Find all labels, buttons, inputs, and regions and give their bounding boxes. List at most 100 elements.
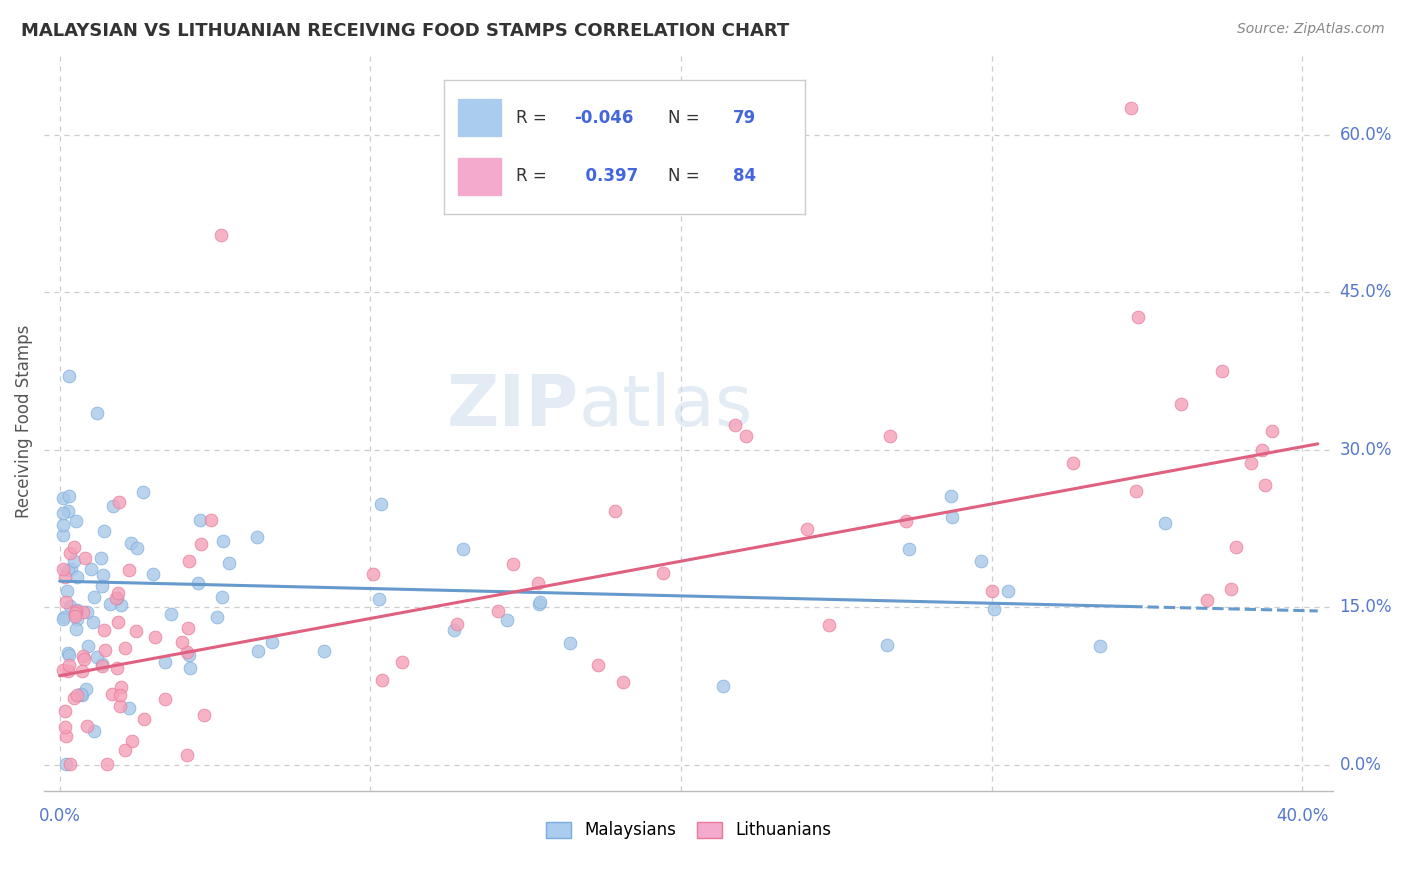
Point bbox=[82, 615, 104, 629]
Point bbox=[91, 579, 114, 593]
Point bbox=[370, 497, 392, 511]
Point bbox=[188, 513, 211, 527]
Point bbox=[63, 691, 86, 706]
Point bbox=[200, 513, 222, 527]
Point bbox=[104, 591, 127, 605]
Point bbox=[59, 562, 82, 576]
Point bbox=[496, 613, 519, 627]
Point bbox=[212, 534, 235, 549]
Point bbox=[193, 707, 215, 722]
Point bbox=[105, 591, 128, 606]
Text: ZIP: ZIP bbox=[447, 372, 579, 441]
Point bbox=[65, 622, 87, 636]
Point bbox=[897, 541, 920, 556]
Point bbox=[443, 623, 465, 637]
Legend: Malaysians, Lithuanians: Malaysians, Lithuanians bbox=[540, 814, 838, 846]
Text: 60.0%: 60.0% bbox=[1340, 126, 1392, 144]
Point bbox=[125, 624, 148, 639]
Point bbox=[55, 595, 77, 609]
Point bbox=[94, 642, 117, 657]
Point bbox=[176, 645, 198, 659]
Point bbox=[1062, 456, 1084, 470]
Point bbox=[80, 562, 103, 576]
Point bbox=[142, 566, 165, 581]
Point bbox=[586, 658, 609, 673]
Point bbox=[56, 504, 79, 518]
Point bbox=[247, 644, 270, 658]
Point bbox=[391, 656, 413, 670]
Point bbox=[55, 583, 77, 598]
Point bbox=[205, 609, 228, 624]
Point bbox=[62, 554, 84, 568]
Point bbox=[1195, 593, 1218, 607]
Point bbox=[246, 530, 269, 544]
Point bbox=[1254, 478, 1277, 492]
Point bbox=[91, 568, 114, 582]
Point bbox=[52, 612, 75, 626]
Point bbox=[63, 607, 86, 621]
Point bbox=[58, 756, 80, 771]
Text: 45.0%: 45.0% bbox=[1340, 284, 1392, 301]
Point bbox=[170, 635, 193, 649]
Point bbox=[118, 563, 141, 577]
Point bbox=[724, 418, 747, 433]
Point bbox=[52, 561, 75, 575]
Text: Source: ZipAtlas.com: Source: ZipAtlas.com bbox=[1237, 22, 1385, 37]
Point bbox=[53, 610, 76, 624]
Point bbox=[1126, 310, 1149, 324]
Point bbox=[997, 583, 1019, 598]
Point bbox=[75, 550, 97, 565]
Point bbox=[939, 489, 962, 503]
Point bbox=[132, 484, 155, 499]
Point bbox=[1125, 484, 1147, 499]
Point bbox=[58, 648, 80, 662]
Point bbox=[101, 687, 124, 701]
Point bbox=[52, 506, 75, 520]
Point bbox=[711, 679, 734, 693]
Point bbox=[52, 518, 75, 533]
Point bbox=[93, 623, 115, 637]
Point bbox=[260, 634, 283, 648]
Point bbox=[367, 591, 389, 606]
Point bbox=[58, 369, 80, 384]
Text: 0.0%: 0.0% bbox=[1340, 756, 1381, 774]
Point bbox=[56, 646, 79, 660]
Point bbox=[76, 719, 98, 733]
Point bbox=[65, 604, 87, 618]
Point bbox=[190, 537, 212, 551]
Text: MALAYSIAN VS LITHUANIAN RECEIVING FOOD STAMPS CORRELATION CHART: MALAYSIAN VS LITHUANIAN RECEIVING FOOD S… bbox=[21, 22, 789, 40]
Point bbox=[176, 747, 198, 762]
Point bbox=[155, 692, 177, 706]
Point bbox=[612, 674, 634, 689]
Point bbox=[86, 649, 108, 664]
Point bbox=[876, 638, 898, 652]
Point bbox=[735, 429, 758, 443]
Point bbox=[65, 514, 87, 528]
Point bbox=[153, 655, 176, 669]
Point bbox=[502, 558, 524, 572]
Point bbox=[603, 504, 626, 518]
Point bbox=[980, 584, 1002, 599]
Point bbox=[70, 687, 93, 701]
Point bbox=[72, 605, 94, 619]
Point bbox=[70, 688, 93, 702]
Point bbox=[59, 599, 82, 614]
Point bbox=[77, 639, 100, 653]
Point bbox=[177, 554, 200, 568]
Point bbox=[114, 743, 136, 757]
Point bbox=[529, 595, 551, 609]
Point bbox=[1170, 397, 1192, 411]
Point bbox=[527, 597, 550, 611]
Text: 30.0%: 30.0% bbox=[1340, 441, 1392, 458]
Point bbox=[134, 712, 156, 726]
Point bbox=[209, 227, 232, 242]
Point bbox=[120, 535, 142, 549]
Text: atlas: atlas bbox=[579, 372, 754, 441]
Point bbox=[53, 720, 76, 734]
Point bbox=[86, 406, 108, 420]
Point bbox=[65, 602, 87, 616]
Point bbox=[983, 601, 1005, 615]
Point bbox=[818, 617, 841, 632]
Point bbox=[1090, 639, 1112, 653]
Point bbox=[53, 704, 76, 718]
